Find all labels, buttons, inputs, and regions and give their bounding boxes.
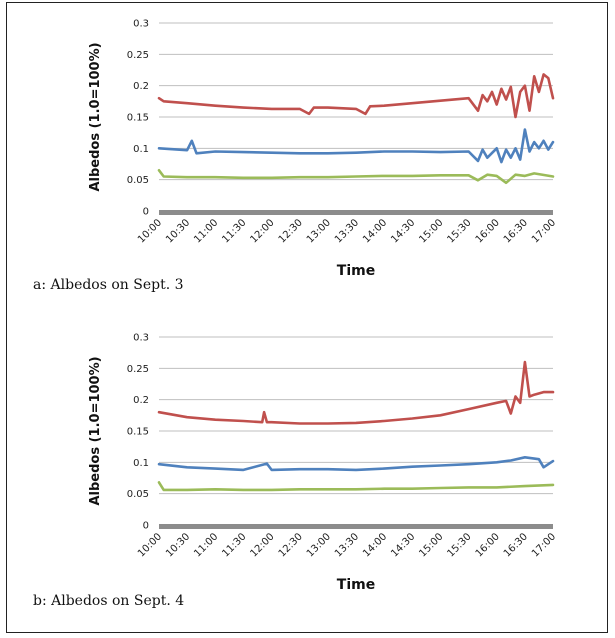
x-tick-label: 14:30 [389,531,417,559]
x-axis-title: Time [337,577,375,593]
x-axis-title: Time [337,263,375,279]
x-tick-label: 13:00 [305,217,333,245]
x-tick-label: 15:00 [417,531,445,559]
x-axis-line [159,524,553,529]
chart-a: 0 0.05 0.1 0.15 0.2 0.25 0.3 10:00 10:30 11:00 11:… [88,19,558,280]
x-tick-label: 16:30 [502,217,530,245]
y-tick-label: 0.25 [127,50,149,61]
series-line [157,169,555,185]
y-axis-title: Albedos (1.0=100%) [88,42,103,191]
x-tick-label: 12:00 [249,531,277,559]
panel-a: 0 0.05 0.1 0.15 0.2 0.25 0.3 10:00 10:30 11:00 11:… [7,5,609,305]
y-tick-label: 0.2 [133,395,149,406]
y-tick-label: 0.05 [127,175,149,186]
x-tick-label: 13:00 [305,531,333,559]
x-tick-label: 15:30 [446,531,474,559]
caption-a: a: Albedos on Sept. 3 [33,277,184,293]
x-tick-label: 11:30 [220,217,248,245]
series-line [157,360,555,425]
x-tick-label: 14:00 [361,531,389,559]
x-tick-label: 16:30 [502,531,530,559]
x-tick-label: 12:00 [249,217,277,245]
x-tick-label: 10:00 [136,217,164,245]
x-tick-label: 10:00 [136,531,164,559]
y-axis-title: Albedos (1.0=100%) [88,356,103,505]
x-tick-label: 10:30 [164,217,192,245]
figure-frame: 0 0.05 0.1 0.15 0.2 0.25 0.3 10:00 10:30 11:00 11:… [6,2,608,633]
y-tick-label: 0.1 [133,144,149,155]
y-tick-label: 0.05 [127,489,149,500]
y-tick-label: 0.3 [133,19,149,30]
y-tick-label: 0 [143,207,149,218]
series-line [157,481,555,492]
x-tick-label: 11:30 [220,531,248,559]
series-line [157,73,555,119]
x-tick-label: 17:00 [530,531,558,559]
x-tick-label: 12:30 [277,217,305,245]
x-tick-label: 16:00 [474,217,502,245]
x-tick-label: 16:00 [474,531,502,559]
x-tick-label: 14:00 [361,217,389,245]
x-tick-label: 15:00 [417,217,445,245]
x-tick-label: 10:30 [164,531,192,559]
y-tick-label: 0.25 [127,364,149,375]
caption-b: b: Albedos on Sept. 4 [33,593,185,609]
x-axis-line [159,210,553,215]
x-tick-label: 17:00 [530,217,558,245]
series-line [157,456,555,472]
x-tick-label: 13:30 [333,531,361,559]
x-tick-label: 12:30 [277,531,305,559]
y-tick-label: 0 [143,521,149,532]
y-tick-label: 0.3 [133,333,149,344]
x-tick-label: 11:00 [192,531,220,559]
x-tick-label: 14:30 [389,217,417,245]
y-tick-label: 0.2 [133,81,149,92]
y-tick-label: 0.15 [127,113,149,124]
x-tick-label: 15:30 [446,217,474,245]
y-tick-label: 0.15 [127,427,149,438]
series-line [157,128,555,164]
y-tick-label: 0.1 [133,458,149,469]
x-tick-label: 13:30 [333,217,361,245]
x-tick-label: 11:00 [192,217,220,245]
chart-b: 0 0.05 0.1 0.15 0.2 0.25 0.3 10:00 10:30 11:00 11:… [88,333,558,594]
panel-b: 0 0.05 0.1 0.15 0.2 0.25 0.3 10:00 10:30 11:00 11:… [7,319,609,619]
